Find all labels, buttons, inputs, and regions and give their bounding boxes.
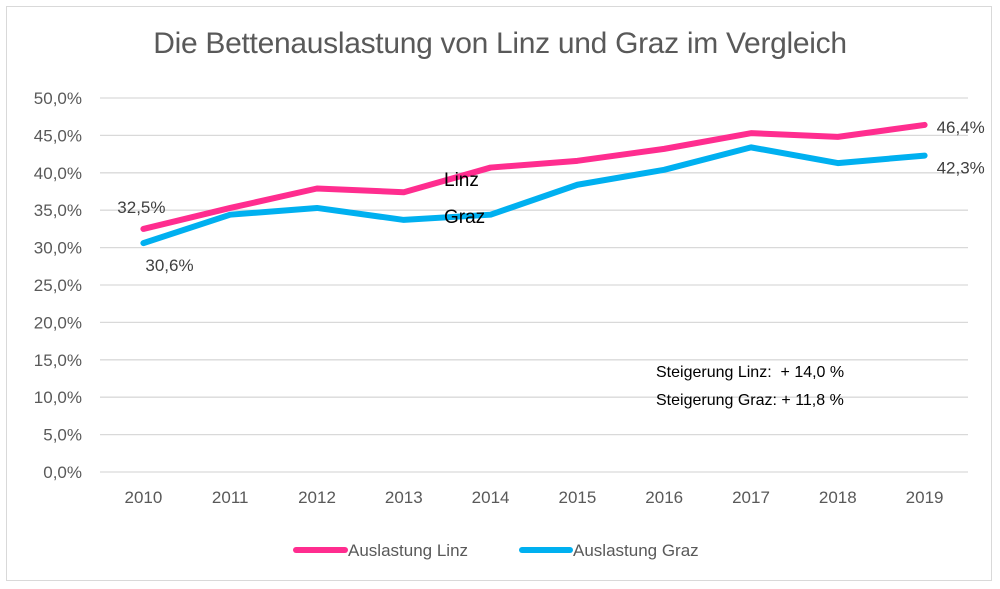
x-tick-label: 2019 <box>906 488 944 507</box>
x-tick-label: 2015 <box>558 488 596 507</box>
y-tick-label: 10,0% <box>34 388 82 407</box>
x-tick-label: 2013 <box>385 488 423 507</box>
legend: Auslastung Linz Auslastung Graz <box>293 541 699 560</box>
data-labels: 32,5% 46,4% 30,6% 42,3% <box>117 118 985 275</box>
x-tick-label: 2017 <box>732 488 770 507</box>
series-line-graz <box>140 144 928 247</box>
legend-label-graz: Auslastung Graz <box>573 541 699 560</box>
data-label: 32,5% <box>117 198 165 217</box>
note-increase-graz: Steigerung Graz: + 11,8 % <box>656 392 844 409</box>
x-tick-label: 2018 <box>819 488 857 507</box>
y-tick-label: 20,0% <box>34 313 82 332</box>
x-tick-label: 2014 <box>472 488 510 507</box>
y-tick-label: 40,0% <box>34 164 82 183</box>
chart-title: Die Bettenauslastung von Linz und Graz i… <box>153 27 847 60</box>
annotation-graz: Graz <box>444 207 485 228</box>
y-axis-ticks: 0,0% 5,0% 10,0% 15,0% 20,0% 25,0% 30,0% 35,0% 40… <box>34 89 82 482</box>
y-tick-label: 30,0% <box>34 239 82 258</box>
x-axis-ticks: 2010 2011 2012 2013 2014 2015 2016 2017 2018 2019 <box>124 488 943 507</box>
gridlines <box>100 97 968 473</box>
y-tick-label: 0,0% <box>43 463 82 482</box>
series-line-linz <box>140 121 928 232</box>
data-label: 46,4% <box>937 118 985 137</box>
x-tick-label: 2012 <box>298 488 336 507</box>
data-label: 42,3% <box>937 159 985 178</box>
data-label: 30,6% <box>145 256 193 275</box>
y-tick-label: 45,0% <box>34 126 82 145</box>
legend-label-linz: Auslastung Linz <box>348 541 468 560</box>
y-tick-label: 50,0% <box>34 89 82 108</box>
y-tick-label: 25,0% <box>34 276 82 295</box>
y-tick-label: 35,0% <box>34 201 82 220</box>
y-tick-label: 15,0% <box>34 351 82 370</box>
y-tick-label: 5,0% <box>43 426 82 445</box>
x-tick-label: 2016 <box>645 488 683 507</box>
chart-area <box>6 6 992 581</box>
x-tick-label: 2011 <box>212 488 249 507</box>
note-increase-linz: Steigerung Linz: + 14,0 % <box>656 364 844 381</box>
x-tick-label: 2010 <box>124 488 162 507</box>
annotation-linz: Linz <box>444 170 479 191</box>
series-lines <box>140 121 928 247</box>
